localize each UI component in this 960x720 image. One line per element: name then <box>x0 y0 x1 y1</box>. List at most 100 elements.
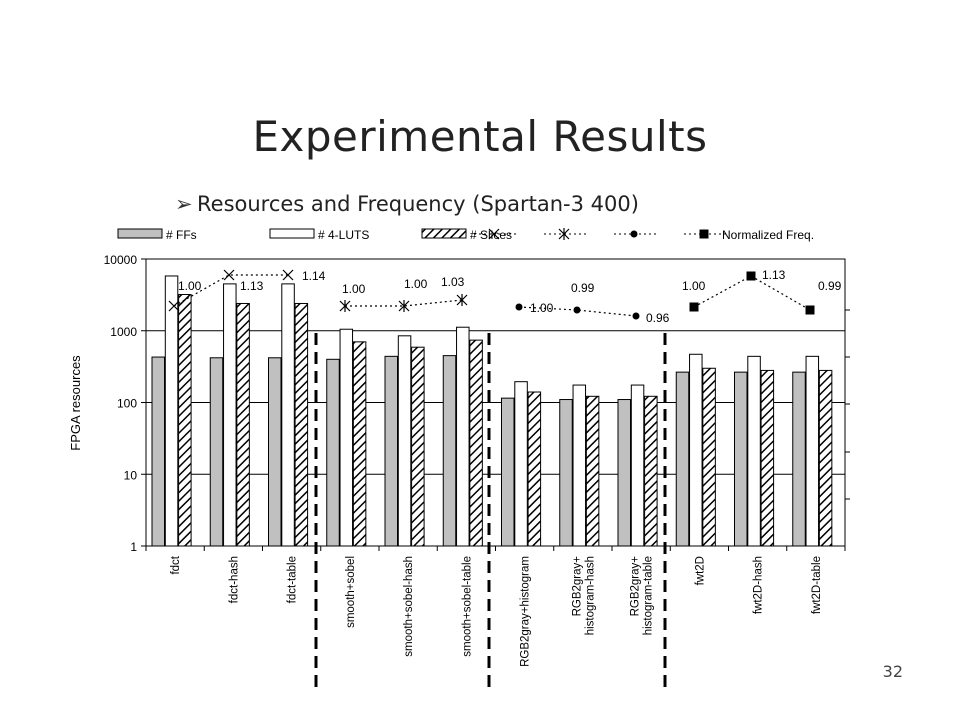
freq-data-label: 1.13 <box>762 268 786 282</box>
x-category-label: RGB2gray+ <box>630 556 642 617</box>
bar-hatched <box>178 294 192 547</box>
marker-asterisk <box>339 300 351 312</box>
freq-data-label: 0.99 <box>818 279 842 293</box>
marker-square <box>805 305 815 315</box>
bar-white <box>281 283 295 547</box>
x-category-label: fwt2D-hash <box>753 556 765 614</box>
slide-subtitle: ➢ Resources and Frequency (Spartan-3 400) <box>175 192 639 216</box>
slide-title: Experimental Results <box>252 112 708 161</box>
bar-white <box>397 335 412 547</box>
freq-data-label: 0.96 <box>646 311 670 325</box>
x-category-label: fdct <box>170 555 182 574</box>
bar-hatched <box>702 367 716 547</box>
marker-x <box>282 269 294 281</box>
bar-gray <box>675 371 690 547</box>
freq-data-label: 1.14 <box>302 269 326 283</box>
page-number: 32 <box>882 662 903 681</box>
freq-data-label: 1.13 <box>240 279 264 293</box>
bar-hatched <box>294 302 309 547</box>
bar-gray <box>559 399 573 547</box>
marker-circle <box>632 312 640 320</box>
bar-white <box>689 353 703 547</box>
freq-data-label: 0.99 <box>571 281 595 295</box>
bar-white <box>164 275 179 547</box>
freq-data-label: 1.00 <box>682 279 706 293</box>
x-category-label: fdct-table <box>287 556 299 603</box>
legend-swatch-white <box>269 228 315 239</box>
marker-circle <box>630 230 638 238</box>
bar-gray <box>384 355 398 547</box>
x-category-label: fdct-hash <box>228 556 240 603</box>
y-tick-label: 10 <box>124 468 138 482</box>
marker-square <box>699 229 709 239</box>
x-category-label: smooth+sobel-hash <box>403 556 415 657</box>
marker-circle <box>515 303 523 311</box>
bar-gray <box>209 357 224 547</box>
freq-data-label: 1.00 <box>530 301 554 315</box>
bar-hatched <box>818 369 833 547</box>
marker-asterisk <box>558 228 570 240</box>
bar-white <box>572 384 587 547</box>
legend-label: # FFs <box>166 228 197 242</box>
bar-gray <box>792 371 806 547</box>
bar-white <box>223 283 237 547</box>
bar-white <box>805 355 820 547</box>
y-tick-label: 10000 <box>104 253 138 267</box>
freq-line <box>693 275 811 311</box>
x-category-label: RGB2gray+histogram <box>520 556 532 667</box>
marker-circle <box>573 306 581 314</box>
legend-label: # 4-LUTS <box>318 228 369 242</box>
x-category-label: histogram-hash <box>584 556 596 635</box>
group-separators <box>314 333 667 690</box>
marker-asterisk <box>456 294 468 306</box>
bar-white <box>456 326 470 547</box>
bar-white <box>339 328 354 547</box>
bar-white <box>747 355 761 547</box>
bar-hatched <box>352 341 367 547</box>
marker-x <box>488 228 500 240</box>
marker-x <box>223 269 235 281</box>
plot-area: 1 10 100 1000 10000 fdct fdct-hash fdct-table sm… <box>104 253 850 667</box>
y-axis-label: FPGA resources <box>68 355 83 451</box>
bar-hatched <box>760 369 775 547</box>
bar-hatched <box>236 302 250 547</box>
freq-data-label: 1.00 <box>342 282 366 296</box>
freq-data-label: 1.00 <box>178 279 202 293</box>
marker-asterisk <box>398 300 410 312</box>
bar-gray <box>268 357 282 547</box>
bar-gray <box>617 399 631 547</box>
bar-gray <box>501 397 515 547</box>
x-category-label: fwt2D-table <box>811 556 823 614</box>
bar-hatched <box>527 391 542 547</box>
arrow-bullet-icon: ➢ <box>175 192 193 216</box>
bar-hatched <box>585 395 600 547</box>
freq-line <box>173 274 288 307</box>
marker-x <box>168 300 180 312</box>
x-category-label: fwt2D <box>694 556 706 585</box>
bar-white <box>630 384 645 547</box>
y-tick-label: 100 <box>117 397 137 411</box>
legend-swatch-hatched <box>421 228 467 239</box>
x-category-label: smooth+sobel <box>345 556 357 628</box>
bar-hatched <box>644 395 658 547</box>
subtitle-text: Resources and Frequency (Spartan-3 400) <box>197 192 639 216</box>
bar-hatched <box>411 346 425 547</box>
freq-data-label: 1.00 <box>404 277 428 291</box>
x-category-label: smooth+sobel-table <box>461 556 473 657</box>
legend-swatch-gray <box>117 228 163 239</box>
bar-white <box>514 381 528 547</box>
marker-square <box>746 271 756 281</box>
bar-gray <box>734 371 748 547</box>
bar-gray <box>442 355 457 547</box>
legend-label: # Slices <box>470 228 512 242</box>
bar-hatched <box>469 339 483 547</box>
marker-square <box>689 302 699 312</box>
x-category-label: histogram-table <box>643 556 655 635</box>
y-tick-label: 1 <box>130 540 137 554</box>
y-tick-label: 1000 <box>110 325 137 339</box>
freq-data-label: 1.03 <box>441 275 465 289</box>
bar-gray <box>326 358 340 547</box>
chart-legend: # FFs # 4-LUTS # Slices Normalized Freq. <box>117 228 814 242</box>
x-category-label: RGB2gray+ <box>571 556 583 617</box>
